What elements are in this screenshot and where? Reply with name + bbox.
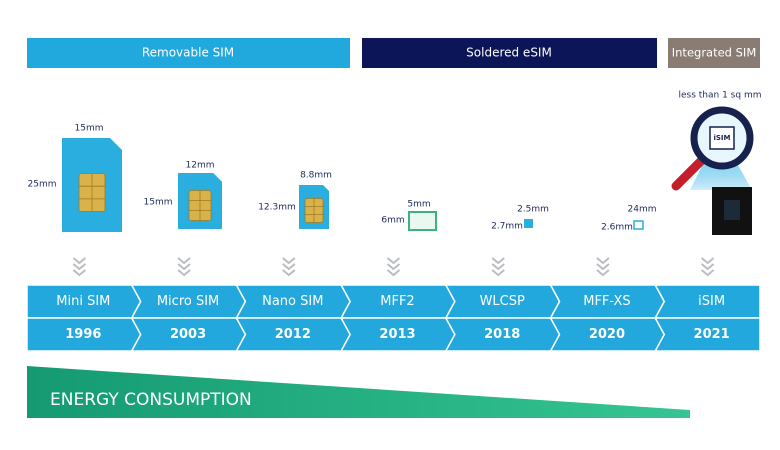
timeline-name: iSIM	[698, 294, 725, 309]
timeline-segment	[654, 317, 761, 352]
down-chevron	[177, 263, 191, 271]
group-bar	[27, 38, 350, 68]
group-label: Integrated SIM	[672, 46, 757, 60]
width-label: 24mm	[628, 205, 657, 215]
timeline-year: 2021	[694, 327, 730, 342]
down-chevron	[177, 257, 191, 265]
down-chevron	[596, 263, 610, 271]
width-label: 5mm	[407, 200, 430, 210]
down-chevron	[701, 269, 715, 277]
timeline-year: 1996	[65, 327, 101, 342]
timeline-year: 2013	[379, 327, 415, 342]
timeline-name: Micro SIM	[157, 294, 219, 309]
timeline-name: Mini SIM	[56, 294, 110, 309]
down-chevron	[386, 263, 401, 271]
group-bar	[362, 38, 657, 68]
mff-xs	[633, 220, 644, 230]
down-chevron	[282, 257, 296, 265]
down-chevron	[596, 257, 610, 265]
height-label: 25mm	[28, 180, 57, 190]
timeline-name: Nano SIM	[262, 294, 323, 309]
height-label: 12.3mm	[258, 203, 296, 213]
timeline-year: 2020	[589, 327, 625, 342]
height-label: 15mm	[144, 198, 173, 208]
down-chevron	[491, 269, 505, 277]
down-chevron	[177, 269, 191, 277]
down-chevron	[701, 263, 715, 271]
down-chevron	[386, 269, 401, 277]
energy-wedge	[27, 366, 690, 418]
down-chevron	[491, 257, 505, 265]
wlcsp	[524, 219, 533, 228]
beam	[690, 160, 752, 190]
height-label: 2.6mm	[601, 223, 633, 233]
down-chevron	[72, 257, 86, 265]
down-chevron	[491, 263, 505, 271]
width-label: 8.8mm	[300, 171, 332, 181]
timeline-name: MFF2	[380, 294, 414, 309]
isim-chip	[709, 126, 735, 150]
down-chevron	[596, 269, 610, 277]
height-label: 2.7mm	[491, 222, 523, 232]
isim-note: less than 1 sq mm	[679, 91, 762, 101]
width-label: 15mm	[75, 124, 104, 134]
mff2	[408, 211, 437, 231]
down-chevron	[386, 257, 401, 265]
isim-chip-label: iSIM	[713, 134, 730, 142]
group-label: Removable SIM	[142, 46, 234, 60]
down-chevron	[701, 257, 715, 265]
down-chevron	[72, 263, 86, 271]
timeline-year: 2012	[275, 327, 311, 342]
down-chevron	[282, 269, 296, 277]
timeline-name: WLCSP	[480, 294, 525, 309]
energy-label: ENERGY CONSUMPTION	[50, 390, 252, 410]
magnifier-handle	[671, 155, 707, 191]
group-bar	[668, 38, 760, 68]
width-label: 2.5mm	[517, 205, 549, 215]
timeline-year: 2003	[170, 327, 206, 342]
height-label: 6mm	[381, 216, 404, 226]
width-label: 12mm	[186, 161, 215, 171]
timeline-name: MFF-XS	[583, 294, 630, 309]
chip-core	[724, 200, 740, 220]
down-chevron	[282, 263, 296, 271]
down-chevron	[72, 269, 86, 277]
group-label: Soldered eSIM	[466, 46, 552, 60]
timeline-year: 2018	[484, 327, 520, 342]
